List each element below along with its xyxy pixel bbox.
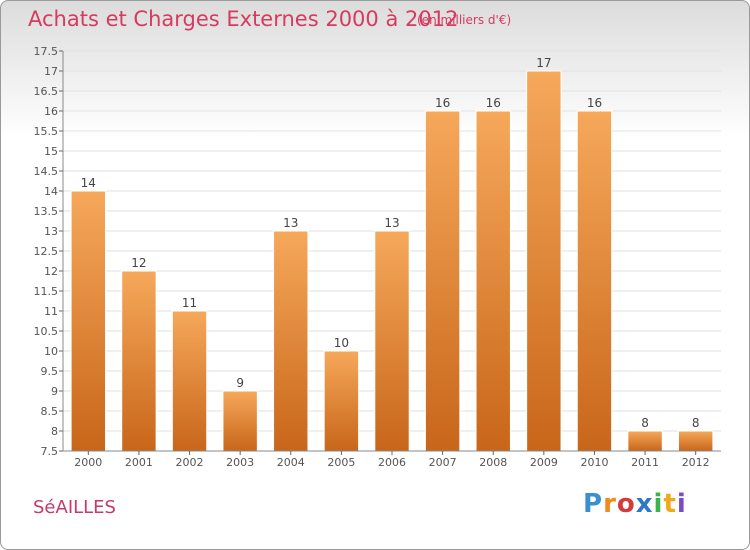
y-tick-label: 17.5 (34, 45, 59, 58)
y-tick-label: 15.5 (34, 125, 59, 138)
bar (526, 70, 562, 452)
logo-letter: i (676, 489, 687, 519)
x-tick-label: 2003 (226, 456, 254, 469)
y-tick-label: 11.5 (34, 285, 59, 298)
bar (374, 230, 410, 452)
y-tick-label: 9 (51, 385, 58, 398)
y-tick-label: 8.5 (41, 405, 59, 418)
axis-layer: 7.5 8 8.5 9 9.5 10 10.5 11 11.5 12 12.5 13 13.5 14 14.… (34, 45, 721, 469)
y-tick-label: 7.5 (41, 445, 59, 458)
bar-value-label: 14 (81, 176, 96, 190)
bar-value-label: 16 (587, 96, 602, 110)
chart-title: Achats et Charges Externes 2000 à 2012 (28, 7, 459, 31)
y-tick-label: 14 (44, 185, 58, 198)
bar (171, 310, 208, 452)
x-tick-label: 2000 (74, 456, 102, 469)
y-tick-label: 11 (44, 305, 58, 318)
bar (475, 110, 511, 452)
x-tick-label: 2008 (479, 456, 507, 469)
bar (424, 110, 461, 452)
bar (576, 110, 613, 452)
y-tick-label: 9.5 (41, 365, 59, 378)
logo-letter: t (663, 489, 677, 519)
bar (70, 190, 107, 452)
bar-value-label: 8 (641, 416, 649, 430)
bar-value-label: 8 (692, 416, 700, 430)
y-tick-label: 10 (44, 345, 58, 358)
x-tick-label: 2005 (327, 456, 355, 469)
bar-value-label: 10 (334, 336, 349, 350)
y-tick-label: 16.5 (34, 85, 59, 98)
y-tick-label: 12 (44, 265, 58, 278)
x-tick-label: 2007 (429, 456, 457, 469)
bar (323, 350, 360, 452)
y-tick-label: 14.5 (34, 165, 59, 178)
y-tick-label: 15 (44, 145, 58, 158)
bar (273, 230, 309, 452)
bar-value-label: 16 (486, 96, 501, 110)
bars-layer: 14 12 11 9 13 10 13 16 16 17 16 8 8 (70, 56, 714, 452)
x-tick-label: 2004 (277, 456, 305, 469)
x-tick-label: 2011 (631, 456, 659, 469)
bar-value-label: 17 (536, 56, 551, 70)
y-tick-label: 12.5 (34, 245, 59, 258)
bar-value-label: 13 (384, 216, 399, 230)
x-tick-label: 2002 (176, 456, 204, 469)
logo-letter: x (635, 489, 654, 519)
commune-name: SéAILLES (33, 497, 116, 518)
y-tick-label: 10.5 (34, 325, 59, 338)
bar (222, 390, 258, 452)
bar-value-label: 13 (283, 216, 298, 230)
logo-letter: o (616, 489, 636, 519)
bar (677, 430, 714, 452)
x-tick-label: 2006 (378, 456, 406, 469)
x-tick-label: 2012 (682, 456, 710, 469)
bar-value-label: 16 (435, 96, 450, 110)
bar-value-label: 11 (182, 296, 197, 310)
y-tick-label: 17 (44, 65, 58, 78)
bar (627, 430, 663, 452)
logo-letter: i (653, 489, 664, 519)
chart-subtitle: (en milliers d'€) (417, 13, 512, 27)
x-tick-label: 2010 (580, 456, 608, 469)
bar (121, 270, 157, 452)
y-tick-label: 13 (44, 225, 58, 238)
y-tick-label: 8 (51, 425, 58, 438)
logo-letter: r (603, 489, 617, 519)
bar-value-label: 9 (236, 376, 244, 390)
x-tick-label: 2009 (530, 456, 558, 469)
y-tick-label: 13.5 (34, 205, 59, 218)
proxiti-logo: Proxiti (583, 489, 687, 519)
x-tick-label: 2001 (125, 456, 153, 469)
bar-value-label: 12 (131, 256, 146, 270)
y-tick-label: 16 (44, 105, 58, 118)
logo-letter: P (583, 489, 604, 519)
